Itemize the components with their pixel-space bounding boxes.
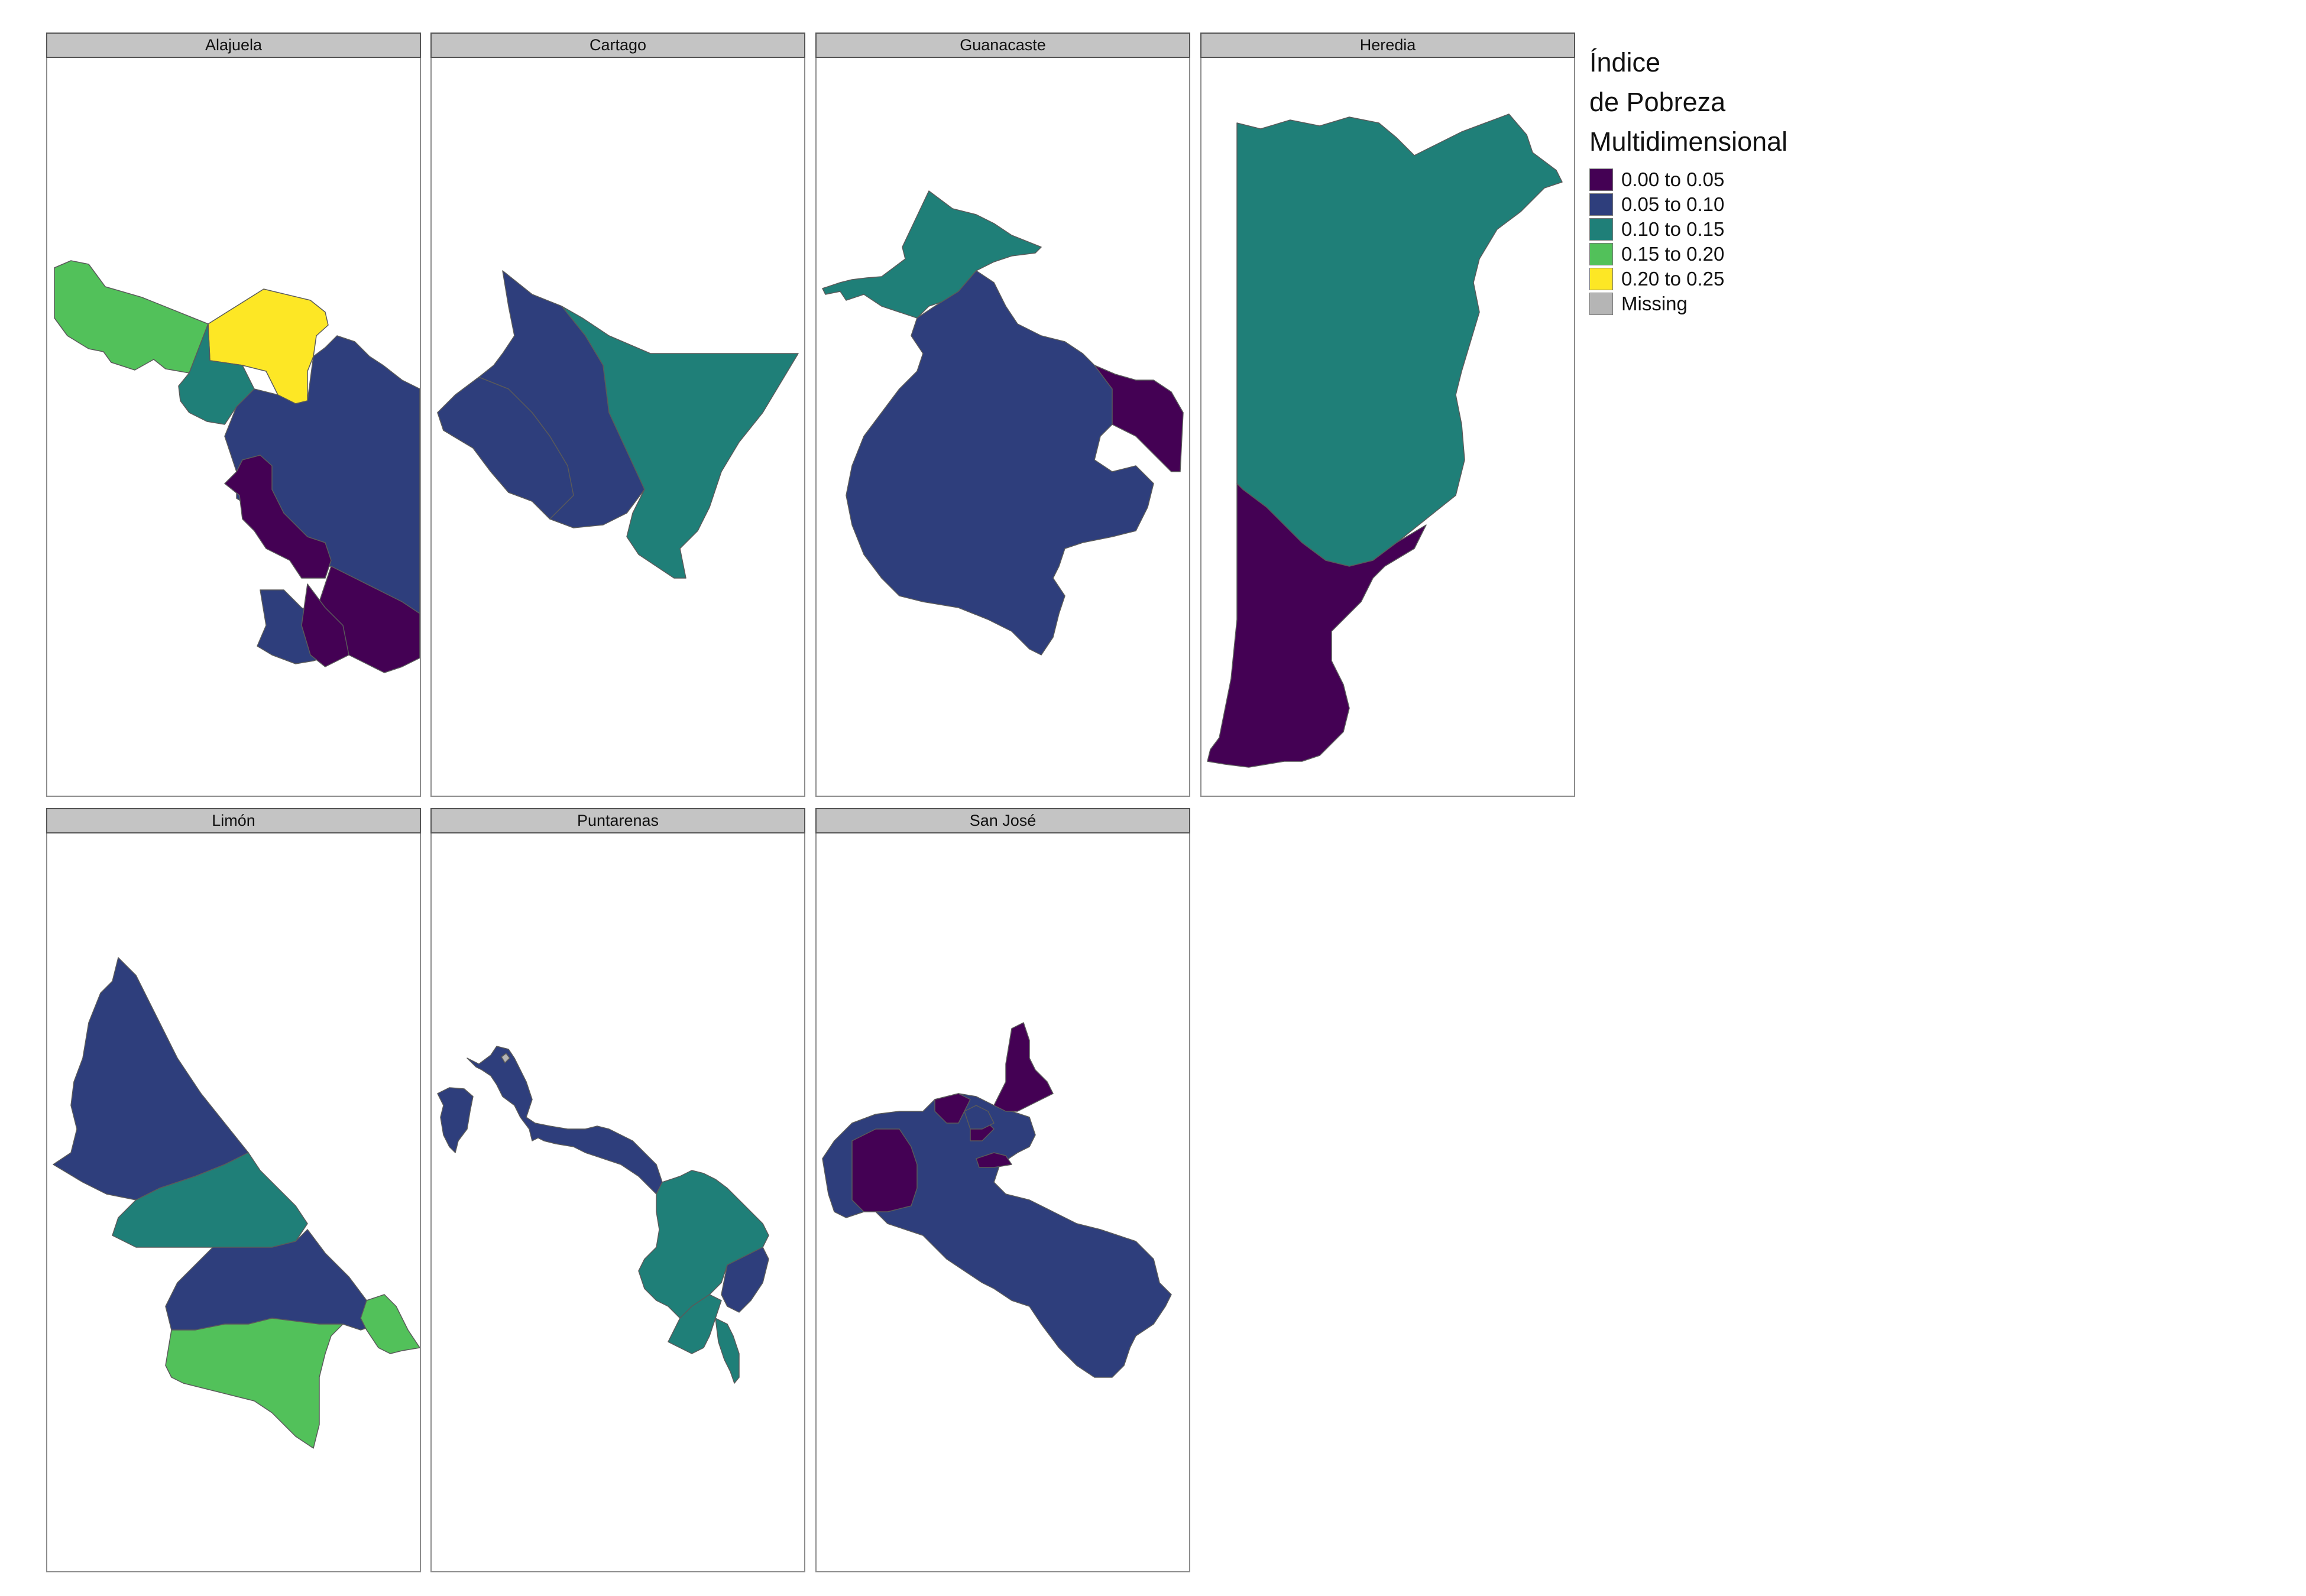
legend-item: 0.10 to 0.15: [1589, 217, 1838, 242]
legend-swatch: [1589, 293, 1613, 315]
legend: Índice de Pobreza Multidimensional 0.00 …: [1589, 43, 1838, 316]
map-region: [964, 1105, 995, 1130]
facet-title: Guanacaste: [960, 36, 1046, 54]
legend-item: 0.05 to 0.10: [1589, 192, 1838, 217]
facet-panel-limon: Limón: [46, 808, 421, 1572]
legend-item: 0.20 to 0.25: [1589, 267, 1838, 291]
facet-strip: Alajuela: [46, 33, 421, 58]
facet-title: Cartago: [589, 36, 647, 54]
map-region: [976, 1152, 1012, 1168]
map-region: [993, 1022, 1054, 1112]
facet-panel-san-jose: San José: [815, 808, 1190, 1572]
facet-panel-heredia: Heredia: [1200, 33, 1575, 797]
map-region: [53, 957, 249, 1201]
facet-panel-alajuela: Alajuela: [46, 33, 421, 797]
guanacaste-map: [822, 190, 1184, 656]
legend-label: 0.00 to 0.05: [1621, 168, 1725, 190]
map-frame: [1200, 58, 1575, 797]
facet-title: Limón: [212, 812, 255, 829]
map-region: [208, 288, 329, 404]
legend-label: 0.10 to 0.15: [1621, 218, 1725, 240]
legend-item: 0.00 to 0.05: [1589, 167, 1838, 192]
map-region: [360, 1294, 420, 1354]
map-region: [224, 455, 332, 579]
san-jose-map: [822, 1022, 1172, 1378]
legend-swatch: [1589, 268, 1613, 290]
facet-panel-puntarenas: Puntarenas: [430, 808, 805, 1572]
legend-label: 0.15 to 0.20: [1621, 243, 1725, 265]
map-frame: [430, 833, 805, 1572]
facet-title: Heredia: [1359, 36, 1416, 54]
legend-swatch: [1589, 218, 1613, 241]
facet-strip: Guanacaste: [815, 33, 1190, 58]
facet-strip: Puntarenas: [430, 808, 805, 833]
facet-strip: Heredia: [1200, 33, 1575, 58]
facet-strip: Cartago: [430, 33, 805, 58]
legend-item: 0.15 to 0.20: [1589, 242, 1838, 267]
facet-title: Puntarenas: [576, 812, 659, 829]
map-region: [715, 1318, 740, 1384]
map-region: [1094, 365, 1184, 472]
map-region: [721, 1247, 769, 1313]
map-region: [934, 1093, 971, 1124]
map-region: [501, 1053, 510, 1063]
legend-swatch: [1589, 243, 1613, 265]
legend-swatch: [1589, 193, 1613, 216]
map-region: [851, 1128, 918, 1212]
map-frame: [46, 833, 421, 1572]
legend-title: Índice de Pobreza Multidimensional: [1589, 43, 1838, 161]
facet-panel-cartago: Cartago: [430, 33, 805, 797]
facet-panel-guanacaste: Guanacaste: [815, 33, 1190, 797]
limon-map: [53, 957, 420, 1449]
map-region: [437, 1087, 474, 1153]
heredia-map: [1207, 113, 1563, 768]
map-frame: [430, 58, 805, 797]
map-region: [1207, 483, 1427, 768]
map-region: [178, 323, 255, 425]
map-region: [437, 377, 574, 520]
map-region: [467, 1046, 663, 1195]
map-region: [301, 583, 349, 667]
map-region: [822, 190, 1042, 319]
map-region: [54, 260, 209, 374]
legend-label: 0.05 to 0.10: [1621, 193, 1725, 215]
map-region: [561, 306, 799, 579]
legend-title-line: de Pobreza: [1589, 87, 1726, 117]
legend-swatch: [1589, 168, 1613, 191]
cartago-map: [437, 270, 799, 579]
map-region: [1236, 113, 1563, 567]
facet-strip: Limón: [46, 808, 421, 833]
facet-strip: San José: [815, 808, 1190, 833]
map-region: [846, 270, 1154, 656]
puntarenas-map: [437, 1046, 769, 1384]
map-frame: [815, 833, 1190, 1572]
map-region: [668, 1294, 722, 1354]
legend-title-line: Índice: [1589, 47, 1661, 77]
legend-title-line: Multidimensional: [1589, 126, 1788, 157]
map-frame: [815, 58, 1190, 797]
legend-label: 0.20 to 0.25: [1621, 268, 1725, 290]
legend-label: Missing: [1621, 293, 1688, 314]
facet-title: Alajuela: [205, 36, 263, 54]
alajuela-map: [54, 260, 420, 673]
map-region: [165, 1318, 344, 1449]
map-frame: [46, 58, 421, 797]
map-region: [638, 1170, 769, 1319]
legend-item: Missing: [1589, 291, 1838, 316]
facet-title: San José: [969, 812, 1037, 829]
